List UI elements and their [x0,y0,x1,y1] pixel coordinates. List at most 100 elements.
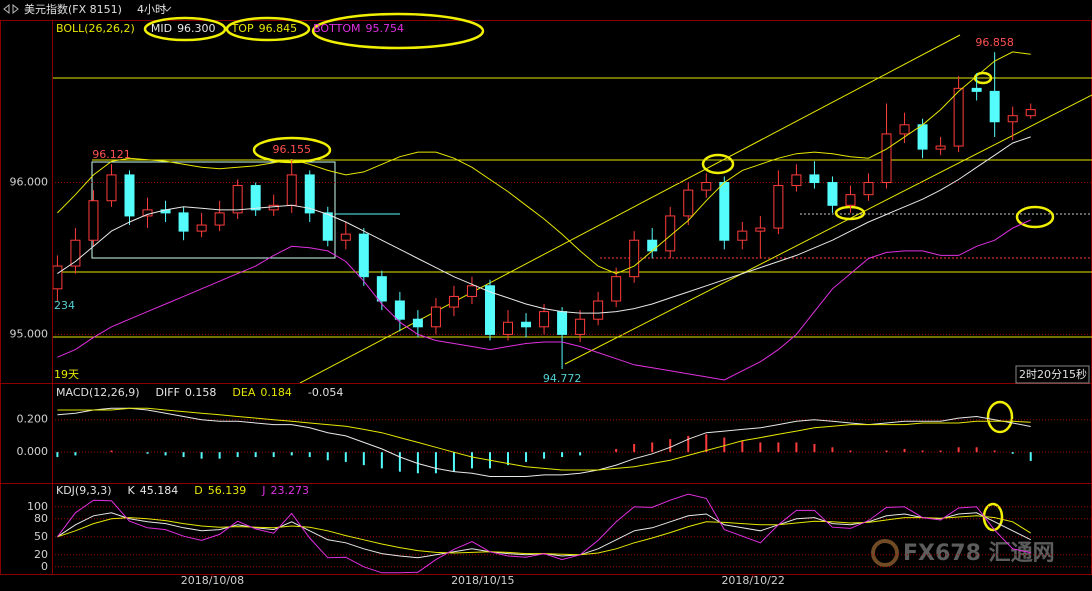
price-annotation: 96.155 [272,143,311,156]
candle-body [629,239,640,278]
candle-body [1007,115,1018,123]
legend-text: -0.054 [308,386,343,399]
watermark-text: FX678 汇通网 [903,541,1055,566]
candle-body [53,265,63,290]
legend-text: 0.158 [185,386,217,399]
candle-body [1025,109,1036,117]
candle-body [845,194,856,206]
candle-body [953,87,964,147]
highlight-ellipses [143,12,1055,532]
candle-body [232,185,243,214]
y-tick-label: 0.000 [17,445,49,458]
price-annotation: 96.121 [92,148,131,161]
indicator-line [57,407,1031,471]
legend-text: 96.845 [259,22,298,35]
candle-body [863,182,874,196]
y-tick-label: 0 [41,560,48,573]
candle-body [989,90,1000,123]
instrument-title[interactable]: 美元指数(FX 8151) [24,2,122,16]
legend-text: MACD(12,26,9) [56,386,140,399]
y-tick-label: 0.200 [17,413,49,426]
period[interactable]: 4小时 [137,3,166,16]
candle-body [268,204,279,211]
price-annotation: 96.858 [975,36,1014,49]
indicator-line [57,51,1031,275]
candle-body [899,124,910,135]
candle-body [196,224,207,232]
left-note: 234 [54,299,75,312]
candle-body [521,321,532,328]
candle-body [503,321,514,335]
legend-text: D [194,484,202,497]
legend-text: KDJ(9,3,3) [56,484,112,497]
candle-body [539,311,550,328]
candle-body [214,212,225,226]
candle-body [70,239,81,267]
legend-text: J [261,484,265,497]
indicator-line [57,512,1031,559]
watermark: FX678 汇通网 [871,539,1055,567]
candle-body [340,233,351,241]
legend-text: DEA [232,386,255,399]
y-tick-label: 95.000 [10,327,49,340]
candle-body [773,185,784,229]
legend-text: BOTTOM [313,22,360,35]
drawing-lines [53,34,1092,383]
toolbar-icons[interactable] [3,3,172,15]
legend-text: 56.139 [208,484,247,497]
candle-body [881,133,892,184]
price-annotation: 94.772 [543,372,582,385]
x-tick-label: 2018/10/15 [451,574,514,587]
candle-body [791,174,802,187]
panel-candlestick [53,51,1092,381]
legend-text: MID [151,22,172,35]
candle-body [971,87,982,92]
candle-body [178,212,189,232]
legend-text: 0.184 [260,386,292,399]
bars-note: 19天 [54,368,79,381]
candle-body [466,285,477,297]
candle-body [647,239,658,252]
candle-body [809,174,820,184]
candle-body [719,182,730,241]
candle-body [106,174,117,202]
candle-body [665,215,676,252]
indicator-line [57,515,1031,556]
candle-body [88,200,99,241]
x-tick-label: 2018/10/22 [721,574,784,587]
indicator-line [57,493,1031,574]
legend-text: 23.273 [270,484,309,497]
candle-body [557,311,568,335]
x-tick-label: 2018/10/08 [181,574,244,587]
candle-body [376,276,387,302]
y-tick-label: 100 [27,500,48,513]
indicator-line [57,407,1031,477]
candle-body [124,174,135,217]
candle-body [917,124,928,150]
candle-body [322,212,333,241]
legend-text: 96.300 [177,22,216,35]
candle-body [755,227,766,232]
legend-text: K [128,484,136,497]
candle-body [484,285,495,335]
indicator-line [57,219,1031,381]
candle-body [827,182,838,206]
legend-text: DIFF [156,386,180,399]
candle-body [412,318,423,328]
indicator-line [57,136,1031,314]
candle-body [358,233,369,278]
legend-text: 45.184 [140,484,179,497]
candle-body [593,300,604,320]
y-tick-label: 80 [34,512,48,525]
candle-body [575,318,586,335]
candle-body [250,185,261,211]
candle-body [286,174,297,206]
y-tick-label: 50 [34,530,48,543]
candle-body [394,300,405,320]
candle-body [611,276,622,302]
y-tick-label: 20 [34,548,48,561]
candle-body [142,209,153,217]
countdown: 2时20分15秒 [1019,367,1087,381]
candle-body [737,230,748,241]
